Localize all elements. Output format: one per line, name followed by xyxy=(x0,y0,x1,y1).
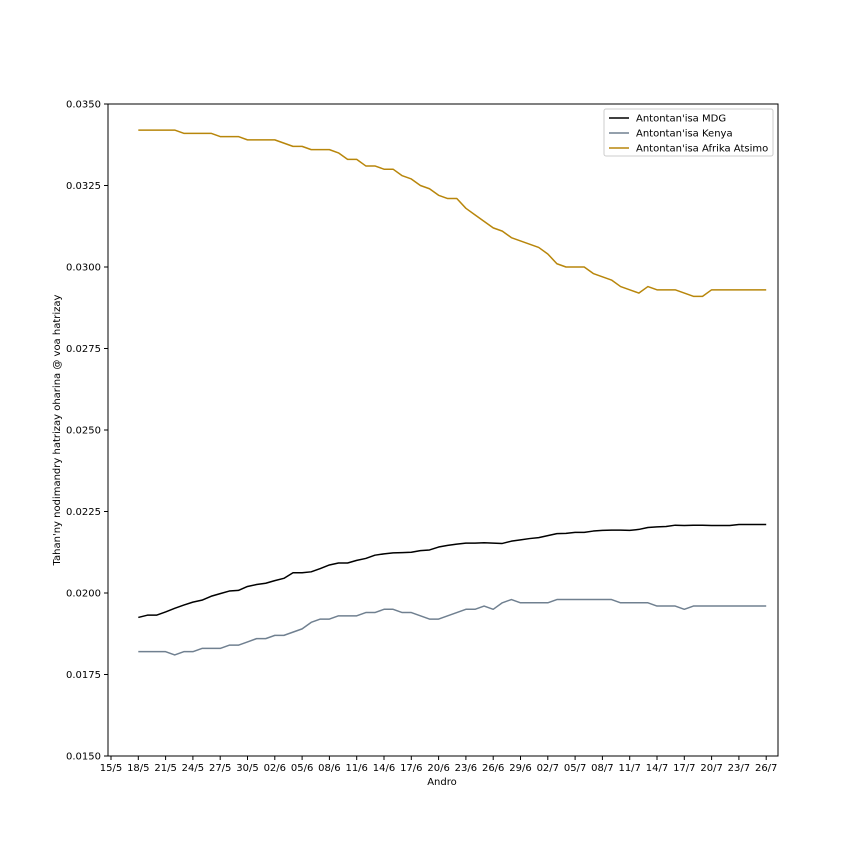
legend-label-0: Antontan'isa MDG xyxy=(636,114,726,125)
x-tick-label: 30/5 xyxy=(236,763,258,774)
plot-area-border xyxy=(107,103,779,757)
y-tick-label: 0.0275 xyxy=(66,344,101,355)
x-tick-label: 23/6 xyxy=(455,763,477,774)
series-line-1 xyxy=(138,598,767,656)
y-tick-label: 0.0225 xyxy=(66,507,101,518)
y-tick-label: 0.0350 xyxy=(66,100,101,111)
x-tick-label: 26/7 xyxy=(755,763,777,774)
x-tick-label: 18/5 xyxy=(127,763,149,774)
x-tick-label: 08/7 xyxy=(591,763,613,774)
legend-label-2: Antontan'isa Afrika Atsimo xyxy=(636,144,768,155)
x-tick-label: 23/7 xyxy=(728,763,750,774)
x-tick-label: 08/6 xyxy=(318,763,340,774)
x-tick-label: 20/6 xyxy=(427,763,449,774)
y-tick-label: 0.0175 xyxy=(66,670,101,681)
x-tick-label: 24/5 xyxy=(182,763,204,774)
x-axis-ticks: 15/5 18/5 21/5 24/5 27/5 30/5 02/6 05/6 08/6 11/6… xyxy=(100,756,777,774)
axes-frame xyxy=(107,103,779,757)
x-tick-label: 14/7 xyxy=(646,763,668,774)
legend-label-1: Antontan'isa Kenya xyxy=(636,129,733,140)
x-tick-label: 15/5 xyxy=(100,763,122,774)
x-tick-label: 17/6 xyxy=(400,763,422,774)
legend: Antontan'isa MDG Antontan'isa Kenya Antont… xyxy=(603,108,774,157)
y-tick-label: 0.0300 xyxy=(66,263,101,274)
x-tick-label: 02/6 xyxy=(264,763,286,774)
x-tick-label: 29/6 xyxy=(509,763,531,774)
series-lines xyxy=(138,129,767,656)
x-tick-label: 27/5 xyxy=(209,763,231,774)
x-tick-label: 14/6 xyxy=(373,763,395,774)
x-axis-label: Andro xyxy=(427,777,457,788)
x-tick-label: 17/7 xyxy=(673,763,695,774)
y-tick-label: 0.0200 xyxy=(66,589,101,600)
series-line-2 xyxy=(138,129,767,298)
y-tick-label: 0.0325 xyxy=(66,181,101,192)
x-tick-label: 02/7 xyxy=(537,763,559,774)
x-tick-label: 20/7 xyxy=(700,763,722,774)
legend-box xyxy=(603,108,774,157)
y-tick-label: 0.0150 xyxy=(66,752,101,763)
x-tick-label: 26/6 xyxy=(482,763,504,774)
y-axis-ticks: 0.0150 0.0175 0.0200 0.0225 0.0250 0.0275 0.03… xyxy=(66,100,108,763)
x-tick-label: 21/5 xyxy=(154,763,176,774)
x-tick-label: 05/7 xyxy=(564,763,586,774)
x-tick-label: 11/7 xyxy=(618,763,640,774)
x-tick-label: 05/6 xyxy=(291,763,313,774)
series-line-0 xyxy=(138,523,767,619)
y-tick-label: 0.0250 xyxy=(66,426,101,437)
y-axis-label: Tahan'ny nodimandry hatrizay oharina @ v… xyxy=(52,294,63,566)
x-tick-label: 11/6 xyxy=(345,763,367,774)
